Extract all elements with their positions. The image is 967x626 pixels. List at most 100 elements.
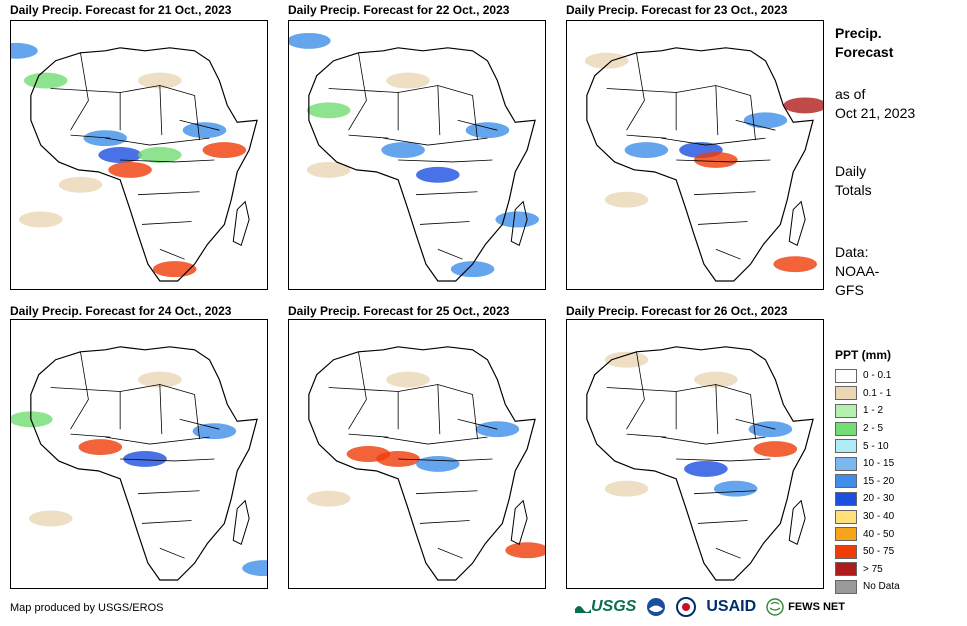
country-border bbox=[715, 547, 741, 559]
africa-map bbox=[289, 32, 540, 282]
legend-swatch bbox=[835, 491, 857, 506]
country-border bbox=[159, 547, 185, 559]
legend-row: 20 - 30 bbox=[835, 490, 900, 508]
country-border bbox=[50, 88, 121, 131]
country-border bbox=[715, 384, 719, 435]
precip-area bbox=[138, 371, 182, 388]
country-border bbox=[194, 95, 200, 141]
country-border bbox=[328, 387, 399, 430]
map-panel-4 bbox=[10, 319, 268, 589]
precip-area bbox=[108, 161, 152, 178]
panel-title-1: Daily Precip. Forecast for 21 Oct., 2023 bbox=[10, 3, 232, 17]
legend-swatch bbox=[835, 509, 857, 524]
country-border bbox=[398, 159, 493, 163]
precip-area bbox=[306, 161, 351, 178]
usaid-logo: USAID bbox=[706, 598, 757, 615]
country-border bbox=[693, 490, 756, 495]
precip-area bbox=[28, 510, 73, 527]
country-border bbox=[472, 95, 478, 141]
country-border bbox=[606, 387, 677, 430]
country-border bbox=[348, 134, 389, 139]
usgs-logo: USGS bbox=[575, 598, 636, 616]
legend-swatch bbox=[835, 527, 857, 542]
country-border bbox=[398, 458, 493, 462]
precip-area bbox=[192, 423, 237, 440]
country-border bbox=[105, 137, 210, 146]
sidebar-title: Precip. Forecast bbox=[835, 25, 894, 60]
precip-area bbox=[11, 411, 53, 428]
country-border bbox=[626, 433, 667, 438]
africa-outline bbox=[308, 47, 536, 282]
map-panel-5 bbox=[288, 319, 546, 589]
country-border bbox=[120, 458, 215, 462]
legend-swatch bbox=[835, 579, 857, 594]
country-border bbox=[457, 119, 498, 131]
country-border bbox=[715, 85, 719, 136]
precip-area bbox=[306, 102, 351, 119]
panel-title-3: Daily Precip. Forecast for 23 Oct., 2023 bbox=[566, 3, 788, 17]
country-border bbox=[606, 88, 677, 131]
country-border bbox=[70, 351, 89, 430]
legend-row: 40 - 50 bbox=[835, 525, 900, 543]
precip-area bbox=[495, 211, 540, 228]
precip-area bbox=[694, 152, 738, 168]
precip-area bbox=[753, 441, 798, 457]
precip-area bbox=[11, 42, 38, 59]
precip-area bbox=[604, 191, 649, 208]
country-border bbox=[141, 520, 192, 524]
precip-area bbox=[381, 142, 425, 158]
precip-area bbox=[450, 261, 495, 278]
precip-area bbox=[386, 72, 430, 89]
madagascar-outline bbox=[510, 200, 528, 247]
legend-row: 0.1 - 1 bbox=[835, 385, 900, 403]
country-border bbox=[70, 134, 111, 139]
africa-outline bbox=[30, 346, 258, 581]
country-border bbox=[120, 159, 215, 163]
madagascar-outline bbox=[788, 499, 806, 546]
country-border bbox=[348, 433, 389, 438]
country-border bbox=[626, 134, 667, 139]
africa-map bbox=[306, 346, 545, 581]
precip-area bbox=[306, 490, 351, 507]
madagascar-outline bbox=[510, 499, 528, 546]
legend-row: 10 - 15 bbox=[835, 455, 900, 473]
country-border bbox=[676, 458, 771, 462]
precip-area bbox=[416, 166, 460, 183]
country-border bbox=[419, 520, 470, 524]
precip-area bbox=[23, 72, 68, 89]
precip-area bbox=[584, 52, 629, 69]
precip-area bbox=[604, 480, 649, 497]
panel-title-4: Daily Precip. Forecast for 24 Oct., 2023 bbox=[10, 304, 232, 318]
precip-area bbox=[773, 256, 818, 273]
country-border bbox=[661, 137, 766, 146]
fews-net-logo: FEWS NET bbox=[766, 598, 845, 616]
precip-area bbox=[416, 455, 460, 472]
africa-map bbox=[11, 42, 258, 282]
country-border bbox=[348, 351, 367, 430]
precip-area bbox=[694, 371, 738, 388]
precip-area bbox=[78, 439, 123, 455]
country-border bbox=[697, 520, 748, 524]
legend-swatch bbox=[835, 403, 857, 418]
usgs-wave-icon bbox=[575, 606, 591, 613]
country-border bbox=[179, 418, 220, 430]
country-border bbox=[437, 248, 463, 260]
precip-area bbox=[505, 542, 545, 559]
precip-area bbox=[386, 371, 430, 388]
legend-row: 0 - 0.1 bbox=[835, 367, 900, 385]
country-border bbox=[105, 436, 210, 445]
country-border bbox=[50, 387, 121, 430]
partner-logos: USGS USAID FEWS NET bbox=[575, 596, 855, 618]
country-border bbox=[437, 547, 463, 559]
panel-title-5: Daily Precip. Forecast for 25 Oct., 2023 bbox=[288, 304, 510, 318]
precip-area bbox=[465, 122, 510, 139]
country-border bbox=[159, 248, 185, 260]
africa-outline bbox=[30, 47, 258, 282]
legend-swatch bbox=[835, 386, 857, 401]
country-border bbox=[70, 433, 111, 438]
country-border bbox=[141, 221, 192, 225]
country-border bbox=[179, 119, 220, 131]
map-panel-2 bbox=[288, 20, 546, 290]
country-border bbox=[676, 159, 771, 163]
precip-area bbox=[138, 147, 182, 163]
